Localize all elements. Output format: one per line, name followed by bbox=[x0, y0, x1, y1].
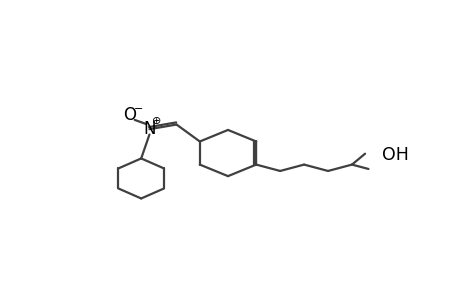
Text: ⊕: ⊕ bbox=[151, 116, 161, 127]
Text: N: N bbox=[143, 120, 155, 138]
Text: OH: OH bbox=[381, 146, 408, 164]
Text: −: − bbox=[134, 104, 143, 114]
Text: O: O bbox=[123, 106, 135, 124]
